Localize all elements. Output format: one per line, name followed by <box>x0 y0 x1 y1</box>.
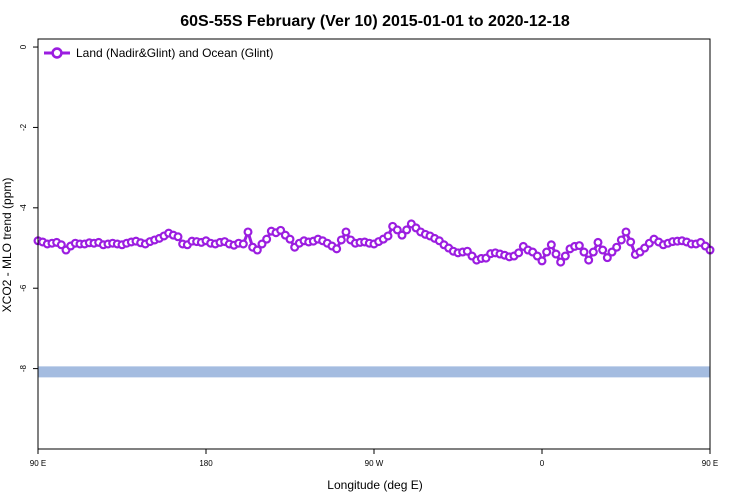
data-point <box>285 234 295 244</box>
data-point <box>173 232 183 242</box>
data-point <box>262 234 272 244</box>
y-tick-label: -4 <box>19 204 28 212</box>
data-point <box>252 245 262 255</box>
data-point <box>579 247 589 257</box>
data-point <box>584 255 594 265</box>
data-point <box>243 227 253 237</box>
data-point <box>341 227 351 237</box>
chart-title: 60S-55S February (Ver 10) 2015-01-01 to … <box>180 13 570 30</box>
legend-label: Land (Nadir&Glint) and Ocean (Glint) <box>76 46 273 60</box>
x-tick-label: 90 E <box>702 459 718 468</box>
y-tick-label: -6 <box>19 284 28 292</box>
data-point <box>537 256 547 266</box>
data-point <box>556 257 566 267</box>
data-point <box>546 240 556 250</box>
data-point <box>336 235 346 245</box>
y-tick-label: -8 <box>19 365 28 373</box>
y-axis-label: XCO2 - MLO trend (ppm) <box>0 178 14 313</box>
x-tick-label: 90 E <box>30 459 46 468</box>
plot-area <box>33 219 715 378</box>
y-tick-label: 0 <box>19 44 28 49</box>
data-point <box>551 249 561 259</box>
x-tick-label: 90 W <box>365 459 384 468</box>
data-point <box>402 225 412 235</box>
x-tick-label: 0 <box>540 459 545 468</box>
x-axis-label: Longitude (deg E) <box>327 478 422 492</box>
data-point <box>612 242 622 252</box>
data-point <box>588 247 598 257</box>
data-point <box>514 248 524 258</box>
data-point <box>621 227 631 237</box>
data-point <box>332 244 342 254</box>
x-tick-label: 180 <box>199 459 213 468</box>
data-point <box>383 231 393 241</box>
data-point <box>238 239 248 249</box>
data-point <box>626 237 636 247</box>
data-point <box>602 253 612 263</box>
x-axis: 90 E 180 90 W 0 90 E <box>30 449 718 468</box>
data-point <box>397 230 407 240</box>
data-point <box>560 251 570 261</box>
data-point <box>574 241 584 251</box>
data-point <box>593 237 603 247</box>
legend-marker <box>51 47 63 59</box>
data-point <box>542 247 552 257</box>
data-point <box>598 245 608 255</box>
y-axis: 0 -2 -4 -6 -8 <box>19 44 38 372</box>
data-point <box>56 240 66 250</box>
data-point <box>616 235 626 245</box>
legend: Land (Nadir&Glint) and Ocean (Glint) <box>44 46 273 60</box>
data-point <box>392 225 402 235</box>
y-tick-label: -2 <box>19 123 28 131</box>
